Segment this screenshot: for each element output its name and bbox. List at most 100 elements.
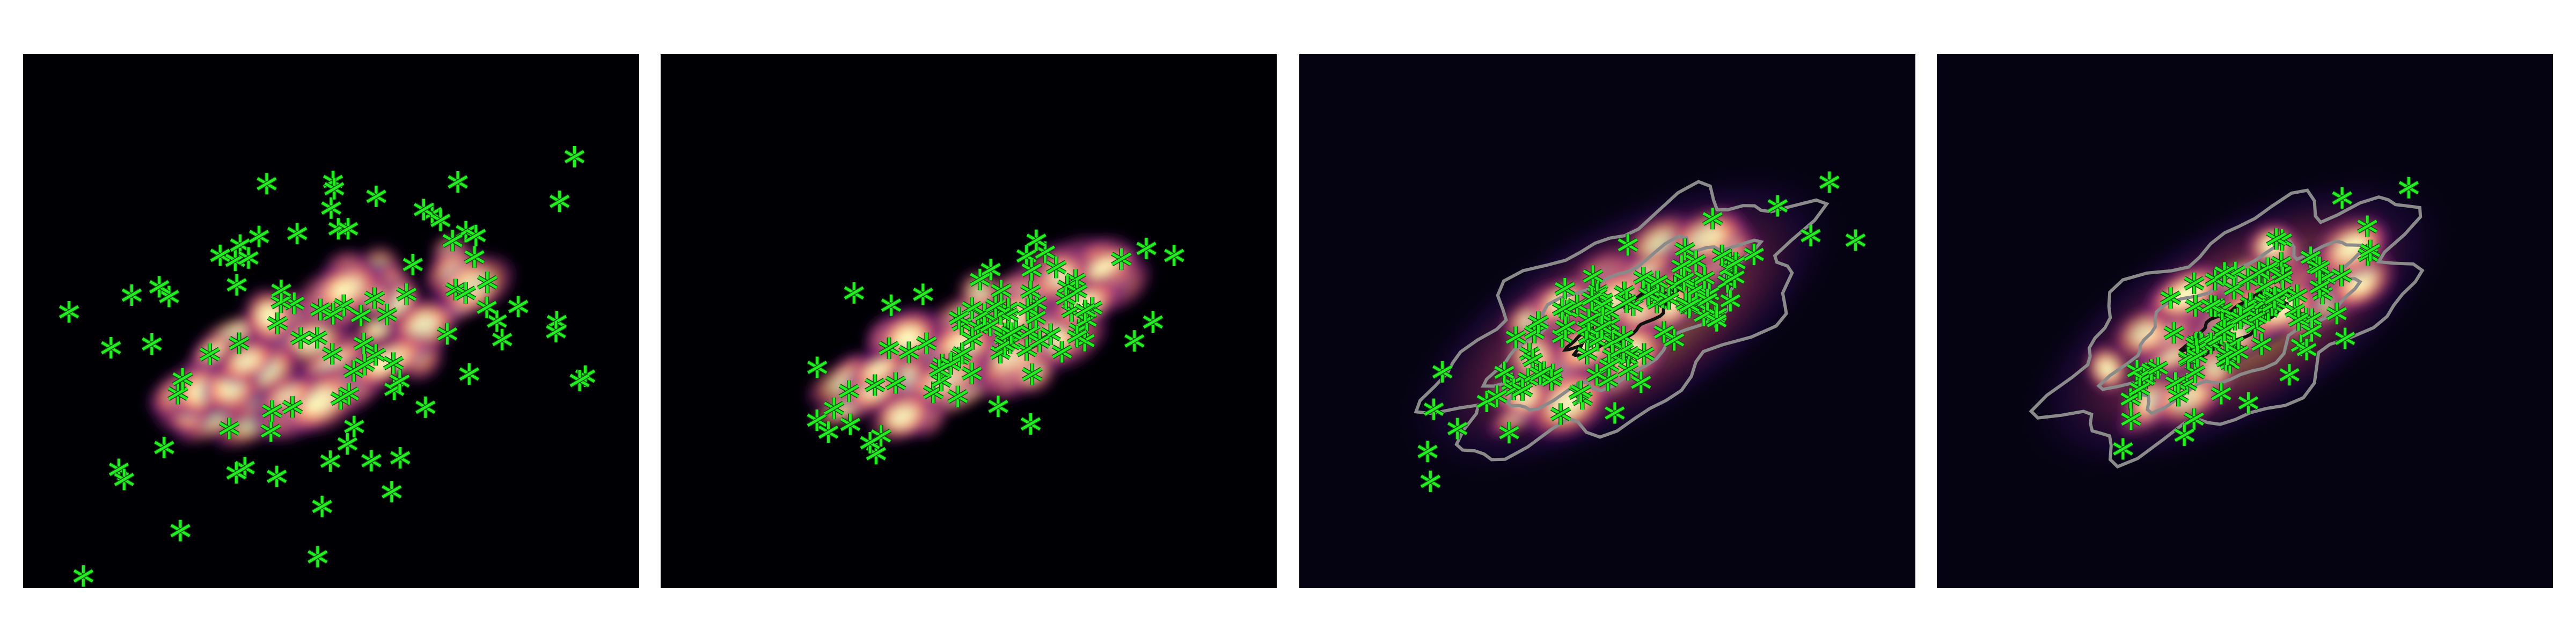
patch — [430, 251, 519, 320]
star-arm — [324, 182, 345, 195]
star-arm — [1674, 243, 1695, 256]
panel — [1937, 54, 2553, 588]
star-marker — [430, 209, 451, 231]
star-arm — [413, 203, 434, 216]
star-arm — [1702, 212, 1723, 225]
star-arm — [2214, 266, 2235, 280]
star-marker — [1417, 441, 1438, 463]
star-marker — [1026, 229, 1047, 251]
star-arm — [442, 234, 463, 247]
star-arm — [1136, 241, 1157, 255]
star-marker — [1029, 331, 1050, 353]
star-arm — [2113, 442, 2133, 456]
star-marker — [974, 303, 995, 325]
star-marker — [985, 295, 1006, 317]
star-marker — [1586, 330, 1608, 352]
star-arm — [364, 291, 385, 305]
star-marker — [486, 310, 508, 332]
star-marker — [1423, 398, 1444, 420]
star-arm — [1420, 474, 1440, 488]
star-arm — [1679, 298, 1700, 312]
star-arm — [1599, 359, 1619, 372]
star-arm — [308, 550, 328, 564]
star-arm — [154, 441, 174, 454]
star-arm — [1035, 245, 1055, 259]
star-arm — [1592, 320, 1612, 334]
star-arm — [1602, 349, 1622, 362]
star-arm — [1524, 326, 1545, 339]
star-arm — [1720, 294, 1740, 308]
star-marker — [170, 519, 191, 541]
star-arm — [1512, 383, 1533, 397]
star-arm — [2184, 412, 2204, 426]
star-arm — [1712, 248, 1732, 262]
star-marker — [1719, 290, 1741, 312]
star-marker — [1697, 289, 1718, 311]
star-arm — [159, 290, 179, 303]
star-marker — [2129, 378, 2150, 400]
star-arm — [415, 400, 436, 414]
star-marker — [1017, 298, 1038, 320]
star-marker — [987, 396, 1009, 418]
star-marker — [1702, 208, 1723, 230]
star-arm — [2161, 291, 2181, 305]
star-arm — [338, 222, 358, 236]
star-marker — [1638, 283, 1659, 305]
star-arm — [1417, 445, 1438, 458]
star-arm — [2301, 324, 2322, 338]
star-marker — [564, 146, 585, 167]
star-arm — [459, 367, 479, 381]
star-marker — [818, 421, 839, 443]
star-marker — [2251, 333, 2272, 355]
star-arm — [1026, 233, 1046, 247]
star-marker — [381, 481, 402, 503]
star-arm — [962, 367, 982, 380]
star-arm — [839, 384, 859, 398]
star-arm — [262, 404, 282, 418]
star-marker — [365, 185, 387, 207]
star-marker — [881, 294, 902, 316]
star-marker — [361, 450, 382, 472]
star-marker — [218, 418, 240, 440]
star-marker — [2228, 341, 2249, 363]
star-arm — [1653, 325, 1674, 339]
star-marker — [2238, 392, 2259, 414]
star-marker — [321, 343, 343, 365]
star-arm — [1674, 273, 1694, 286]
star-marker — [1066, 326, 1088, 348]
star-arm — [382, 485, 402, 499]
star-marker — [2120, 408, 2142, 430]
panel — [23, 54, 639, 588]
star-marker — [229, 332, 250, 354]
star-arm — [1523, 353, 1543, 367]
star-marker — [1616, 291, 1637, 313]
star-marker — [1724, 266, 1745, 288]
star-marker — [2288, 309, 2309, 331]
star-arm — [437, 327, 457, 341]
star-arm — [477, 276, 497, 289]
star-marker — [1711, 244, 1733, 266]
star-arm — [1550, 407, 1571, 421]
star-marker — [73, 565, 94, 587]
star-arm — [365, 348, 386, 362]
star-arm — [1018, 302, 1038, 316]
star-marker — [859, 431, 881, 453]
star-marker — [569, 370, 590, 392]
star-arm — [1552, 330, 1572, 343]
star-marker — [2309, 276, 2330, 298]
star-arm — [1593, 297, 1613, 311]
star-arm — [1020, 285, 1041, 298]
star-arm — [1648, 275, 1668, 288]
star-arm — [2238, 396, 2259, 409]
star-arm — [396, 288, 416, 301]
star-marker — [2264, 287, 2285, 309]
star-marker — [991, 280, 1012, 302]
panel — [1299, 54, 1915, 588]
star-marker — [1111, 248, 1132, 270]
star-arm — [322, 347, 342, 361]
star-marker — [343, 415, 365, 437]
star-arm — [1494, 365, 1514, 379]
star-marker — [323, 303, 344, 325]
star-marker — [1618, 359, 1639, 381]
